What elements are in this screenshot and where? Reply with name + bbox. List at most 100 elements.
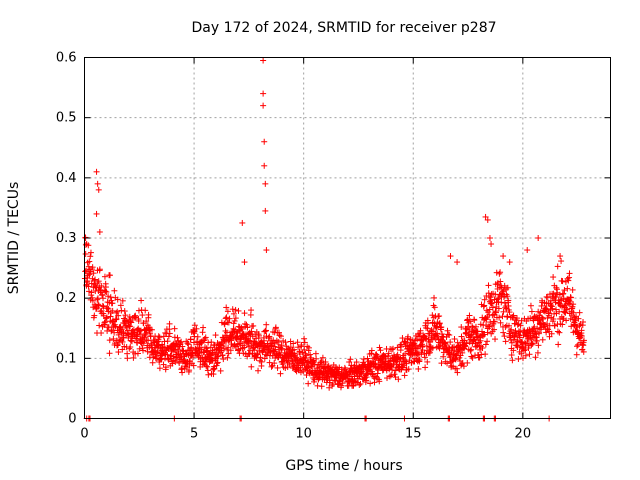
data-point: [100, 295, 107, 302]
spike-point: [262, 180, 269, 187]
data-point: [573, 343, 580, 350]
data-point: [556, 291, 563, 298]
data-point: [342, 366, 349, 373]
spike-point: [260, 90, 267, 97]
data-point: [325, 373, 332, 380]
data-point: [464, 359, 471, 366]
spike-point: [95, 186, 102, 193]
data-point: [445, 331, 452, 338]
data-point: [268, 363, 275, 370]
data-point: [141, 338, 148, 345]
data-point: [367, 380, 374, 387]
data-point: [142, 307, 149, 314]
data-point: [391, 371, 398, 378]
data-point: [399, 335, 406, 342]
marks-layer: [81, 57, 587, 422]
data-point: [121, 308, 128, 315]
plot-frame: [84, 57, 611, 419]
data-point: [301, 335, 308, 342]
data-point: [193, 325, 200, 332]
data-point: [534, 325, 541, 332]
data-point: [96, 266, 103, 273]
data-point: [255, 367, 262, 374]
data-point: [114, 342, 121, 349]
data-point: [204, 363, 211, 370]
data-point: [208, 352, 215, 359]
data-point: [95, 301, 102, 308]
data-point: [421, 354, 428, 361]
data-point: [104, 305, 111, 312]
data-point: [513, 315, 520, 322]
data-point: [225, 319, 232, 326]
spike-point: [482, 213, 489, 220]
data-point: [426, 349, 433, 356]
data-point: [99, 292, 106, 299]
data-point: [388, 346, 395, 353]
data-point: [518, 350, 525, 357]
data-point: [561, 287, 568, 294]
y-tick-label: 0.5: [56, 111, 77, 126]
data-point: [482, 341, 489, 348]
data-point: [318, 383, 325, 390]
data-point: [149, 359, 156, 366]
data-point: [136, 345, 143, 352]
data-point: [225, 344, 232, 351]
data-point: [384, 375, 391, 382]
data-point: [311, 361, 318, 368]
spike-point: [488, 241, 495, 248]
x-tick-label: 15: [405, 427, 422, 442]
data-point: [504, 284, 511, 291]
data-point: [143, 318, 150, 325]
data-point: [171, 325, 178, 332]
data-point: [520, 347, 527, 354]
data-point: [578, 333, 585, 340]
data-point: [301, 339, 308, 346]
data-point: [431, 304, 438, 311]
data-point: [162, 364, 169, 371]
data-point: [312, 350, 319, 357]
data-point: [84, 278, 91, 285]
data-point: [89, 297, 96, 304]
data-point: [235, 323, 242, 330]
data-point: [251, 347, 258, 354]
data-point: [303, 352, 310, 359]
data-point: [515, 355, 522, 362]
data-point: [106, 337, 113, 344]
data-point: [444, 360, 451, 367]
data-point: [522, 346, 529, 353]
data-point: [158, 356, 165, 363]
data-point: [368, 347, 375, 354]
data-point: [357, 380, 364, 387]
data-point: [562, 309, 569, 316]
data-point: [466, 339, 473, 346]
data-point: [502, 323, 509, 330]
data-point: [474, 333, 481, 340]
data-point: [223, 304, 230, 311]
data-point: [537, 309, 544, 316]
data-point: [458, 324, 465, 331]
data-point: [528, 308, 535, 315]
data-point: [261, 337, 268, 344]
data-point: [482, 351, 489, 358]
data-point: [87, 253, 94, 260]
data-point: [576, 309, 583, 316]
y-tick-label: 0.6: [56, 51, 77, 66]
data-point: [303, 372, 310, 379]
data-point: [491, 326, 498, 333]
data-point: [256, 332, 263, 339]
data-point: [272, 324, 279, 331]
data-point: [550, 315, 557, 322]
data-point: [230, 310, 237, 317]
data-point: [111, 287, 118, 294]
data-point: [293, 354, 300, 361]
data-point: [105, 305, 112, 312]
data-point: [563, 317, 570, 324]
data-point: [211, 365, 218, 372]
data-point: [510, 347, 517, 354]
x-tick-label: 5: [190, 427, 198, 442]
data-point: [124, 355, 131, 362]
data-point: [570, 301, 577, 308]
data-point: [87, 249, 94, 256]
data-point: [212, 332, 219, 339]
data-point: [301, 346, 308, 353]
